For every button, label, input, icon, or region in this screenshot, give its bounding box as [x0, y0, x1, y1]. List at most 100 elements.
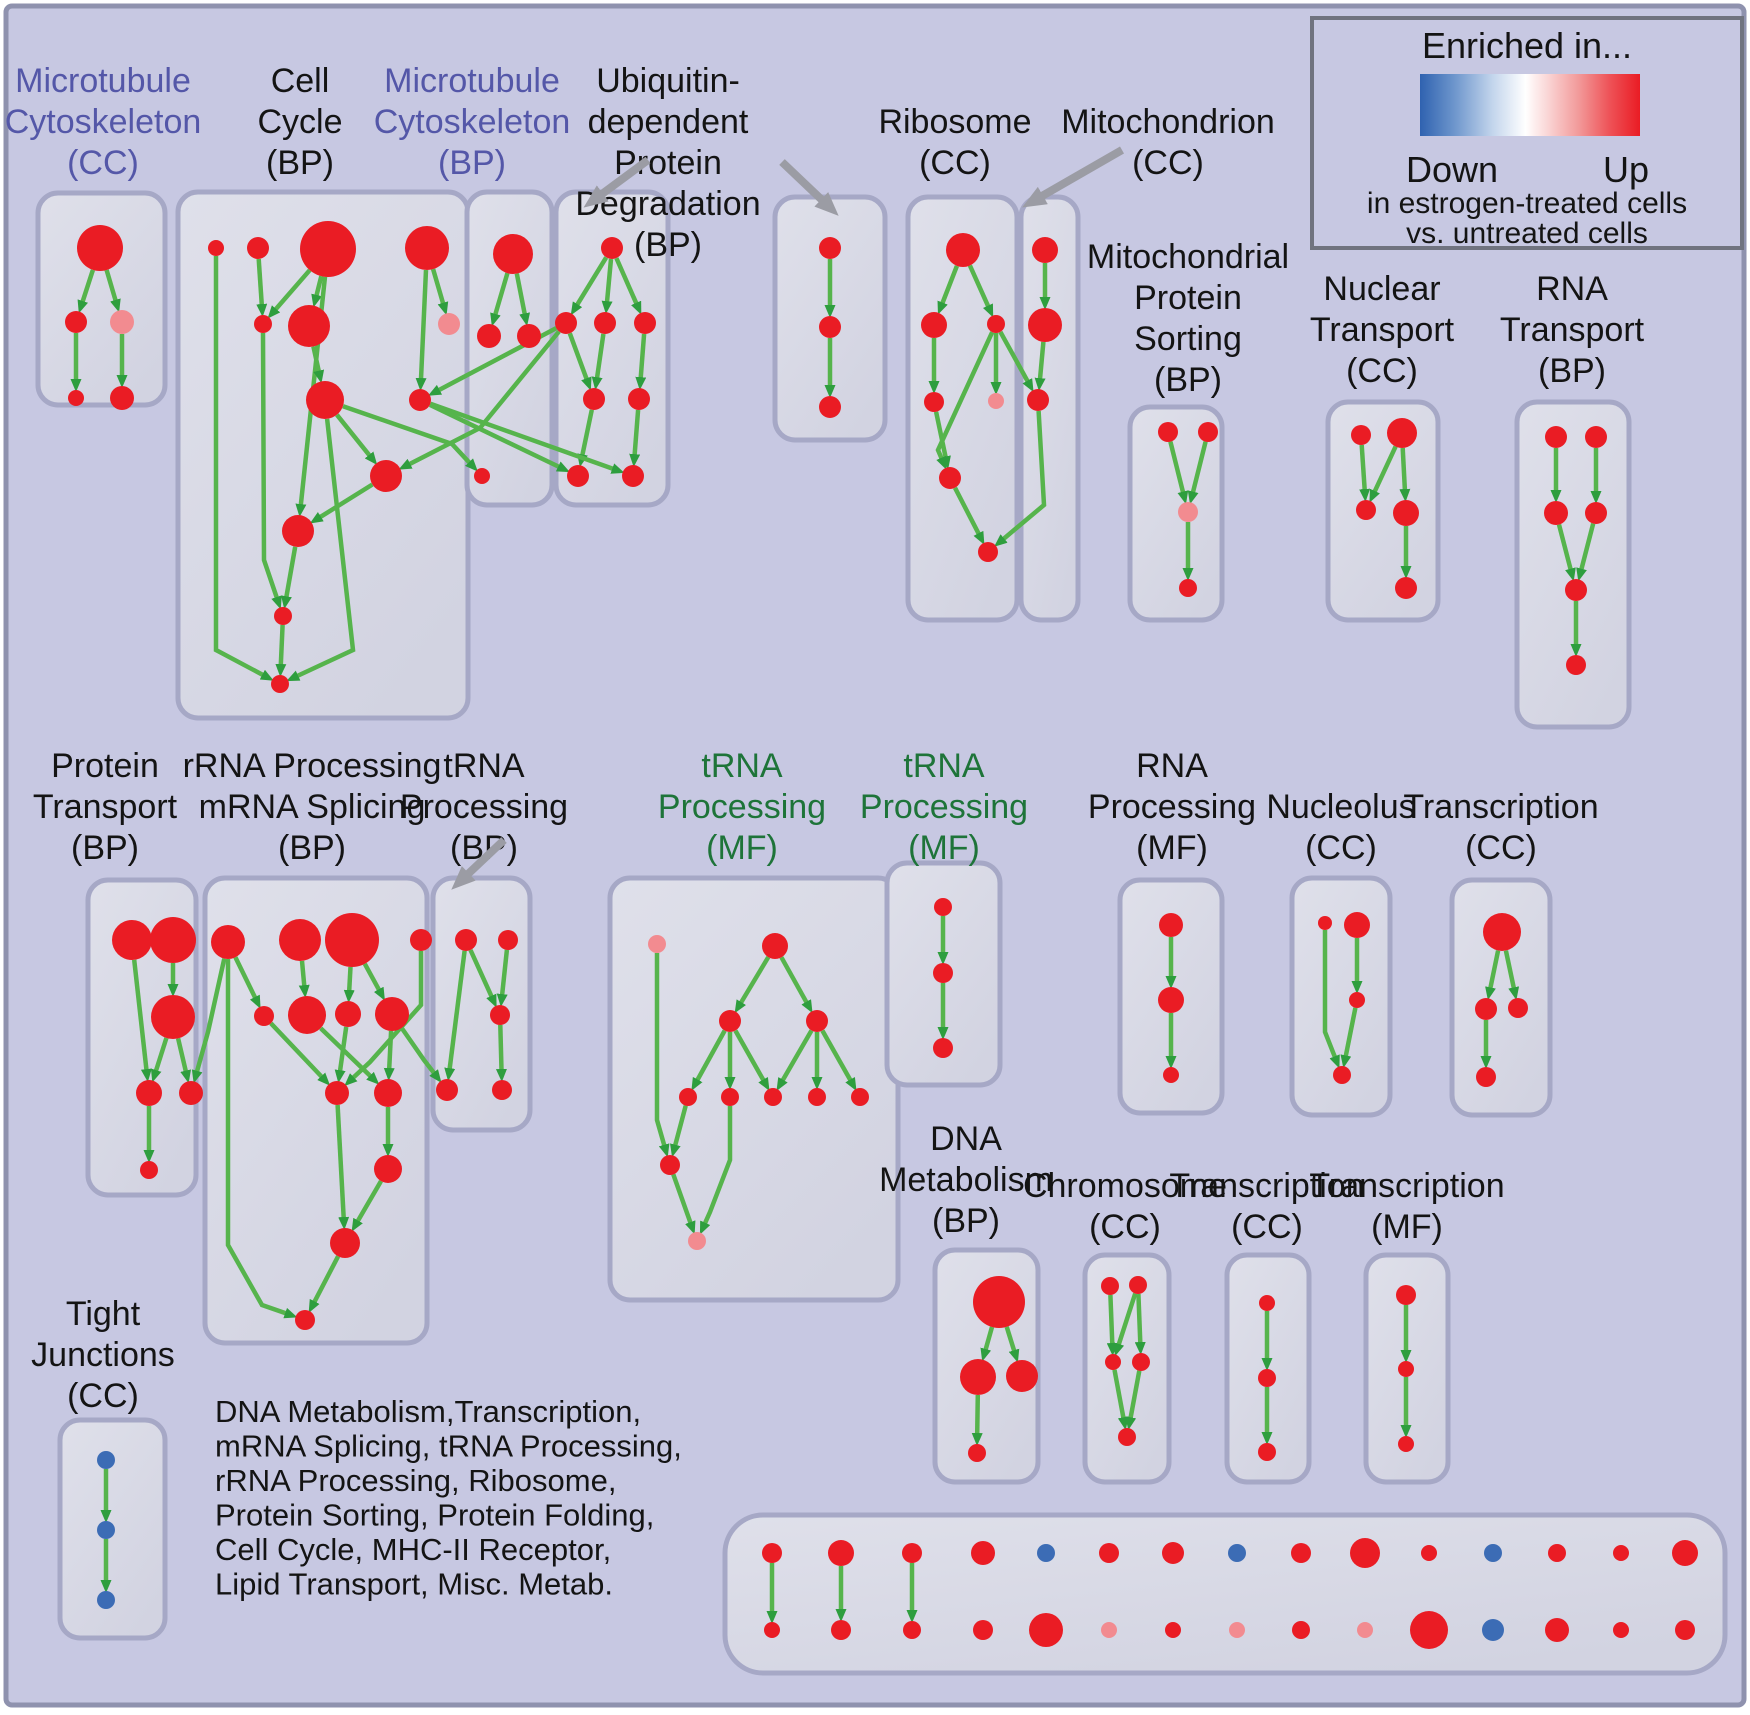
transcription-mf-node-2 — [1398, 1436, 1414, 1452]
cell-cycle-node-10 — [282, 515, 314, 547]
dna-metabolism-node-1 — [960, 1359, 996, 1395]
legend-subtitle-1: in estrogen-treated cells — [1367, 187, 1687, 220]
ribosome-node-3 — [924, 392, 944, 412]
legend-title: Enriched in... — [1422, 25, 1632, 66]
nuclear-transport-node-0 — [1351, 425, 1371, 445]
cell-cycle-edge-0 — [213, 256, 274, 681]
cell-cycle-edge-9 — [309, 482, 374, 524]
rrna-label-line-0: rRNA Processing — [183, 747, 442, 785]
rna-processing-mf-node-1 — [1158, 987, 1184, 1013]
trna-processing-bp-edge-3 — [495, 1024, 507, 1082]
ribosome-edge-1 — [967, 264, 994, 318]
mt-bp-node-2 — [517, 324, 541, 348]
mitochondrion-node-0 — [1032, 237, 1058, 263]
ribosome-node-5 — [939, 467, 961, 489]
layer-nodes — [65, 221, 1698, 1649]
mt-bp-node-0 — [493, 234, 533, 274]
ribosome-node-4 — [988, 393, 1004, 409]
rrna-processing-node-0 — [211, 925, 245, 959]
trna-mf-2-label-line-0: tRNA — [903, 747, 985, 785]
mito-protein-sorting-node-3 — [1179, 579, 1197, 597]
trna-processing-mf-1-node-1 — [762, 933, 788, 959]
rrna-processing-box — [202, 875, 430, 1346]
cell-cycle-node-11 — [274, 607, 292, 625]
chromosome-node-4 — [1118, 1428, 1136, 1446]
rrna-processing-node-3 — [410, 929, 432, 951]
transcription-cc-1-node-1 — [1475, 998, 1497, 1020]
cell-cycle-edge-2 — [267, 268, 312, 319]
trna-processing-mf-1-edge-5 — [776, 1029, 814, 1091]
rrna-label-line-2: (BP) — [278, 829, 346, 867]
trna-processing-mf-1-node-0 — [648, 935, 666, 953]
ubiquitin-1-edge-0 — [570, 256, 609, 316]
misc-panel-top-node-7 — [1228, 1544, 1246, 1562]
mt-bp-label-line-2: (BP) — [438, 144, 506, 182]
misc-panel-bottom-node-7 — [1229, 1622, 1245, 1638]
misc-panel-top-node-12 — [1548, 1544, 1566, 1562]
transcription-mf-label-line-1: (MF) — [1371, 1208, 1443, 1246]
ribosome-box — [905, 194, 1020, 623]
rna-transport-label-line-1: Transport — [1500, 311, 1645, 349]
misc-panel-bottom-node-2 — [903, 1621, 921, 1639]
tight-junctions-node-0 — [97, 1451, 115, 1469]
misc-panel-top-node-4 — [1037, 1544, 1055, 1562]
ubiquitin-1-edge-6 — [577, 409, 595, 468]
rna-transport-edge-2 — [1556, 524, 1576, 582]
ubiquitin-1-edge-4 — [591, 333, 606, 391]
nucleolus-edge-2 — [1322, 930, 1340, 1069]
cross-edge-3 — [428, 402, 570, 473]
ubiquitin-1-edge-5 — [635, 333, 647, 391]
rrna-processing-edge-10 — [351, 1179, 383, 1232]
rrna-processing-node-1 — [279, 919, 321, 961]
transcription-cc-1-edge-0 — [1485, 950, 1501, 1001]
misc-panel-top-node-10 — [1421, 1545, 1437, 1561]
dna-metabolism-label-line-0: DNA — [930, 1120, 1002, 1158]
ubiquitin-label-line-4: (BP) — [634, 226, 702, 264]
misc-panel-top-node-13 — [1613, 1545, 1629, 1561]
rna-transport-node-4 — [1565, 579, 1587, 601]
trna-mf-1-label-line-0: tRNA — [701, 747, 783, 785]
cell-cycle-node-8 — [409, 389, 431, 411]
rrna-processing-edge-11 — [335, 1104, 350, 1230]
transcription-cc-1-box — [1449, 877, 1553, 1118]
nuclear-transport-node-3 — [1393, 500, 1419, 526]
trna-processing-bp-edge-2 — [444, 950, 467, 1082]
legend-subtitle-2: vs. untreated cells — [1406, 217, 1648, 250]
tight-junctions-node-1 — [97, 1521, 115, 1539]
transcription-cc-2-node-1 — [1258, 1369, 1276, 1387]
misc-panel-bottom-node-6 — [1165, 1622, 1181, 1638]
cell-cycle-node-7 — [306, 381, 344, 419]
cell-cycle-node-0 — [208, 240, 224, 256]
misc-panel-bottom-node-3 — [973, 1620, 993, 1640]
trna-processing-bp-node-3 — [436, 1079, 458, 1101]
mt-cc-box — [35, 190, 168, 408]
trna-processing-mf-1-edge-0 — [734, 955, 771, 1014]
misc-panel-box — [722, 1512, 1728, 1676]
mito-protein-sorting-label-line-2: Sorting — [1134, 320, 1242, 358]
trna-processing-bp-edge-1 — [496, 949, 510, 1008]
chromosome-node-1 — [1129, 1276, 1147, 1294]
mitochondrion-pointer-icon — [1022, 146, 1124, 208]
trna-processing-mf-1-node-9 — [660, 1155, 680, 1175]
cell-cycle-edge-6 — [415, 269, 429, 391]
trna-processing-mf-2-node-2 — [933, 1038, 953, 1058]
trna-processing-mf-1-edge-4 — [733, 1029, 770, 1091]
trna-processing-mf-1-edge-8 — [654, 953, 670, 1158]
ribosome-node-2 — [987, 315, 1005, 333]
mt-cc-node-3 — [68, 390, 84, 406]
trna-processing-mf-1-node-7 — [808, 1088, 826, 1106]
ubiquitin-1-node-3 — [634, 312, 656, 334]
misc-panel-bottom-node-14 — [1675, 1620, 1695, 1640]
ubiquitin-2-node-0 — [819, 237, 841, 259]
misc-panel-bottom-node-4 — [1029, 1613, 1063, 1647]
mt-bp-edge-1 — [514, 273, 531, 327]
rna-transport-node-2 — [1544, 501, 1568, 525]
cell-cycle-edge-8 — [335, 413, 378, 466]
cell-cycle-node-1 — [247, 237, 269, 259]
mt-bp-edge-0 — [490, 272, 510, 327]
nuclear-transport-edge-2 — [1399, 447, 1411, 502]
cross-edge-6 — [994, 410, 1047, 547]
legend-down-label: Down — [1406, 149, 1498, 190]
trna-processing-mf-1-node-2 — [719, 1010, 741, 1032]
